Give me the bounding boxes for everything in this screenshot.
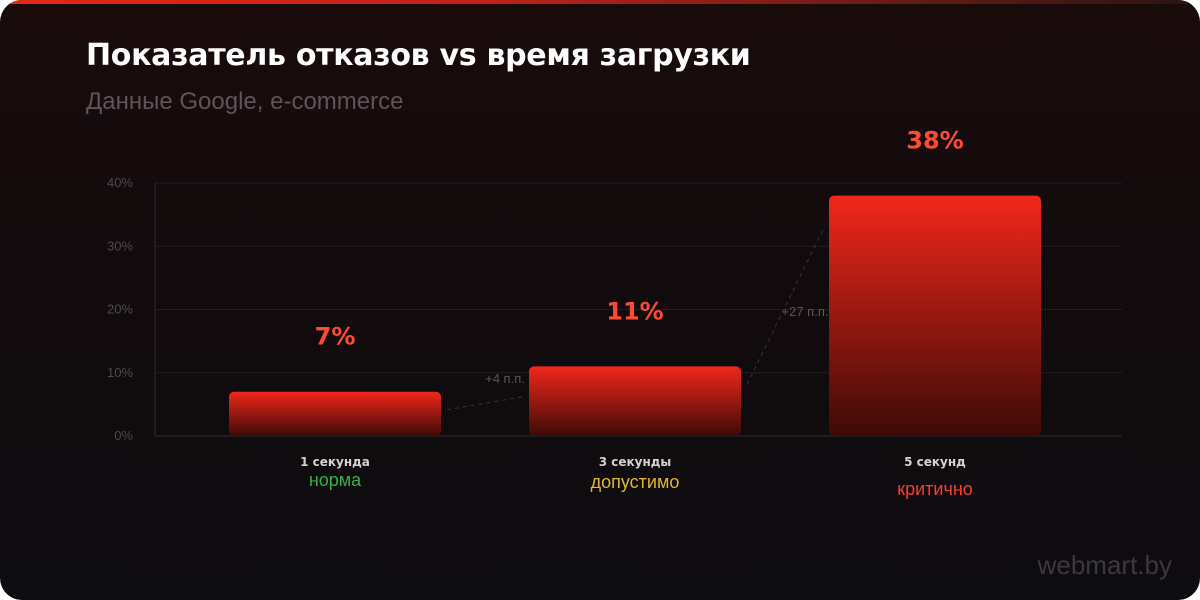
bar-value-label: 11% [606,297,663,325]
status-label: норма [309,470,362,490]
watermark-logo: webmart.by [1037,550,1172,580]
y-tick-label: 10% [107,365,133,380]
y-tick-label: 20% [107,302,133,317]
bar [529,366,741,436]
y-tick-label: 40% [107,175,133,190]
y-tick-label: 0% [114,428,133,443]
status-label: допустимо [591,472,680,492]
y-tick-label: 30% [107,238,133,253]
delta-connector [746,225,826,385]
accent-bar [0,0,1200,4]
delta-label: +27 п.п. [782,304,829,319]
delta-label: +4 п.п. [485,371,525,386]
x-tick-label: 3 секунды [599,455,672,469]
bar-value-label: 7% [315,323,356,351]
delta-connector [446,395,526,411]
x-tick-label: 1 секунда [300,455,370,469]
bar [229,391,441,436]
status-label: критично [897,479,973,499]
bar-value-label: 38% [906,127,963,155]
chart-subtitle: Данные Google, e-commerce [86,88,404,115]
chart-title: Показатель отказов vs время загрузки [86,38,751,73]
x-tick-label: 5 секунд [904,455,966,469]
bar [829,195,1041,436]
